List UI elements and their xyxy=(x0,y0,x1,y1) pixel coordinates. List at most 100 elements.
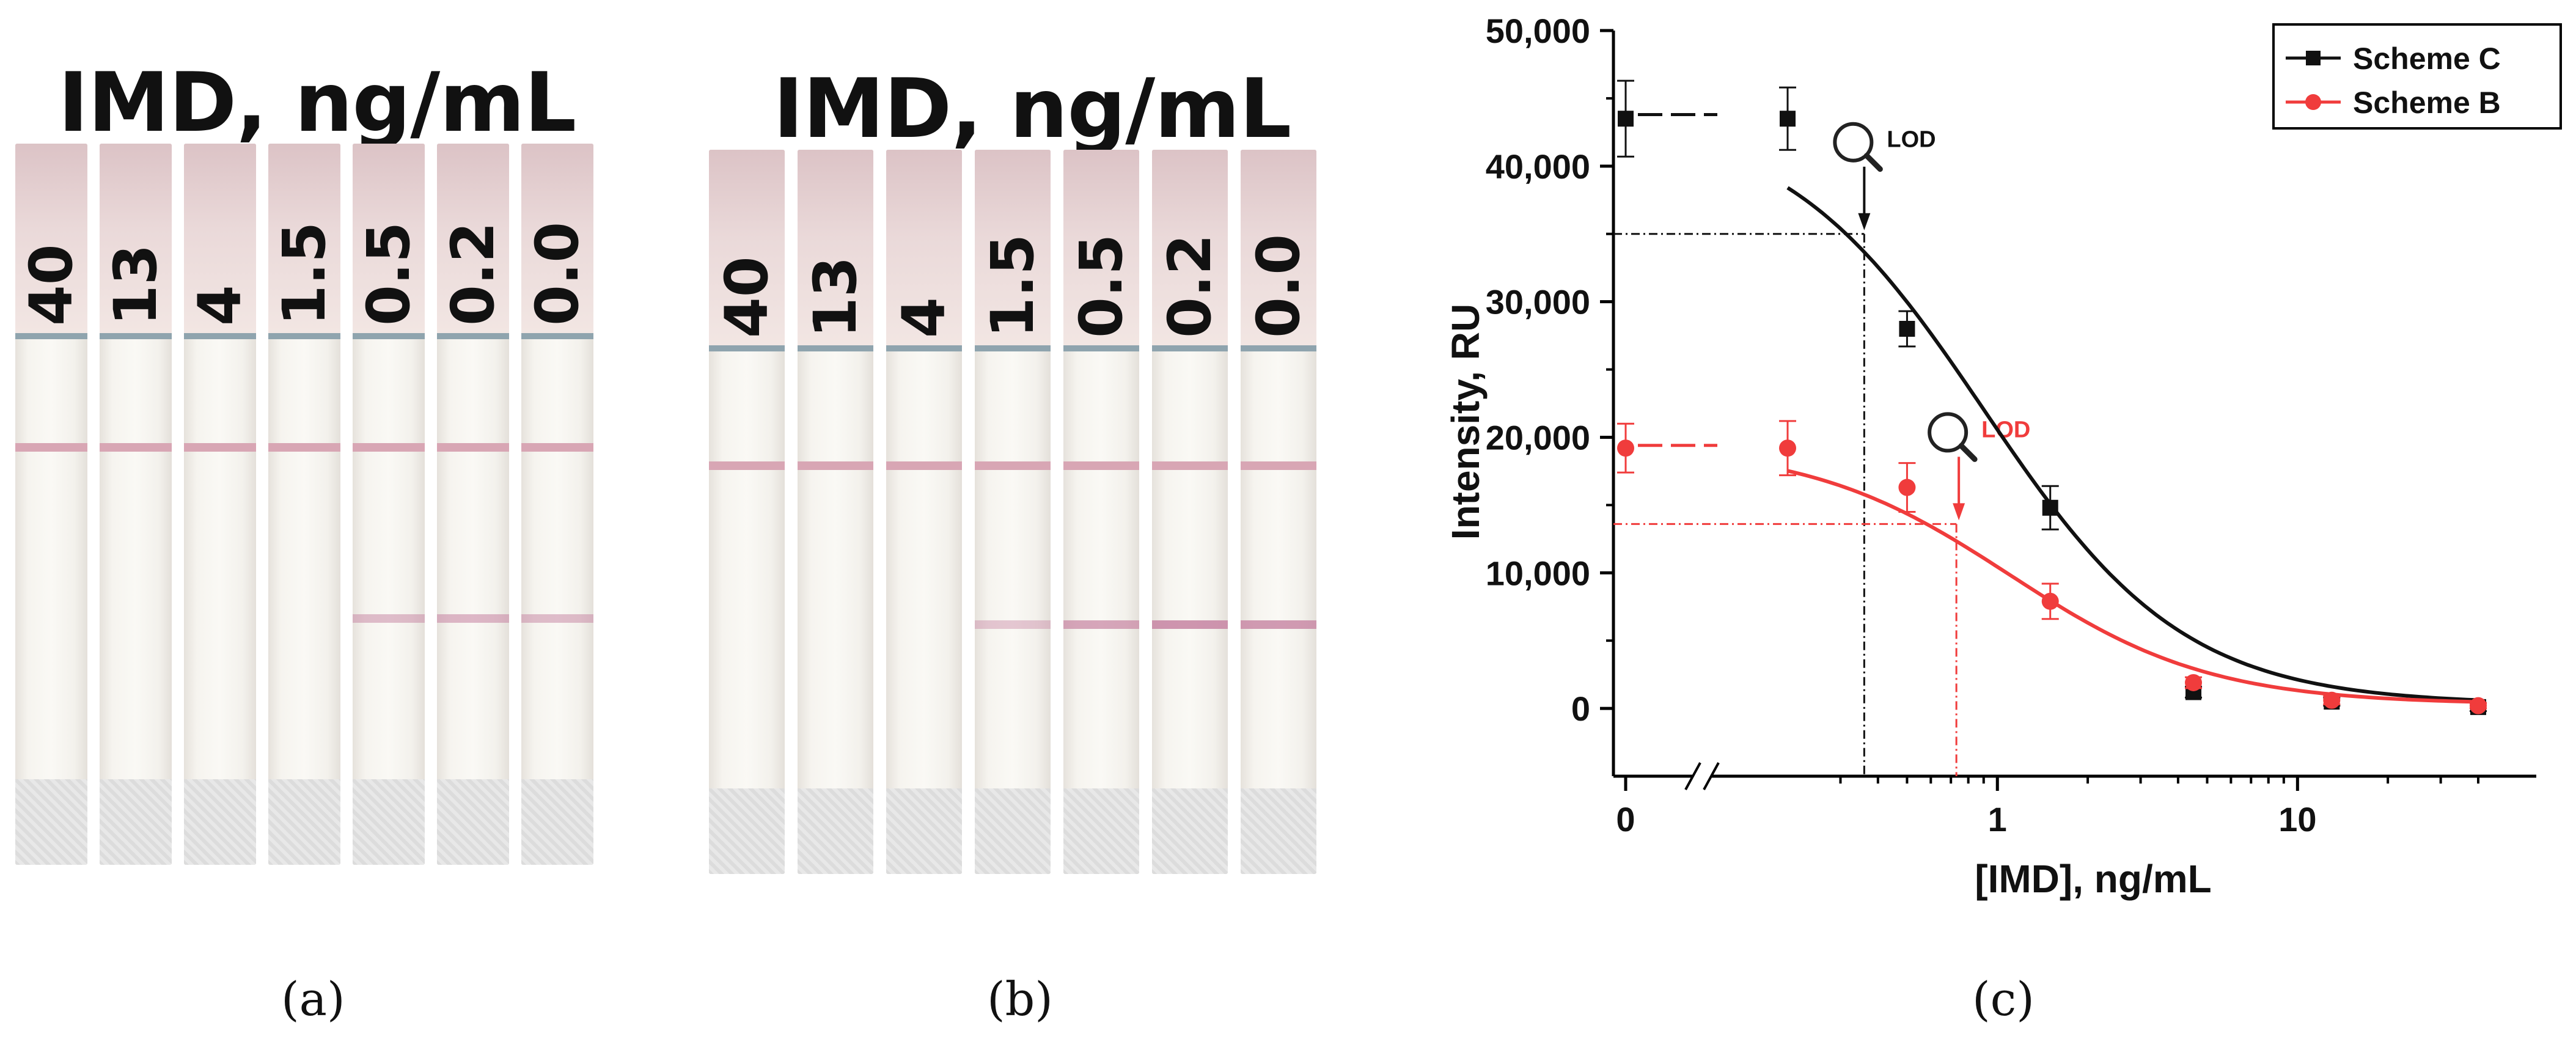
absorbent-pad xyxy=(15,779,87,865)
fit-curve-scheme-b xyxy=(1787,469,2479,704)
test-line xyxy=(975,620,1051,629)
control-line xyxy=(437,443,509,452)
x-axis-break xyxy=(1703,762,1720,790)
data-point xyxy=(2042,499,2058,516)
x-tick-label: 1 xyxy=(1988,800,2007,839)
x-tick-label: 10 xyxy=(2278,800,2316,839)
strip-concentration-label: 4 xyxy=(890,297,958,338)
strip-concentration-label: 1.5 xyxy=(978,233,1047,338)
pad-edge xyxy=(437,333,509,339)
x-tick-label: 0 xyxy=(1616,800,1635,839)
panel-a-caption: (a) xyxy=(281,972,345,1026)
data-point xyxy=(2041,592,2059,610)
sample-pad xyxy=(184,144,256,333)
data-point xyxy=(1618,111,1634,127)
control-line xyxy=(1063,461,1139,470)
absorbent-pad xyxy=(100,779,172,865)
panel-c-caption: (c) xyxy=(1972,972,2035,1026)
strip-concentration-label: 40 xyxy=(17,244,86,326)
legend-label: Scheme C xyxy=(2353,42,2501,76)
absorbent-pad xyxy=(798,788,873,874)
control-line xyxy=(521,443,593,452)
sample-pad xyxy=(709,150,785,345)
strip-concentration-label: 0.0 xyxy=(523,221,592,326)
legend-label: Scheme B xyxy=(2353,86,2501,120)
control-line xyxy=(184,443,256,452)
test-line xyxy=(353,614,425,623)
fit-curve-scheme-c xyxy=(1786,186,2479,702)
magnifier-icon xyxy=(1928,412,1978,462)
sample-pad xyxy=(975,150,1051,345)
control-line xyxy=(268,443,340,452)
legend-marker xyxy=(2306,51,2321,65)
strip-concentration-label: 0.5 xyxy=(354,221,423,326)
control-line xyxy=(15,443,87,452)
pad-edge xyxy=(1241,345,1316,351)
control-line xyxy=(353,443,425,452)
sample-pad xyxy=(521,144,593,333)
pad-edge xyxy=(184,333,256,339)
data-point xyxy=(1617,439,1634,457)
control-line xyxy=(709,461,785,470)
data-point xyxy=(2323,691,2341,709)
absorbent-pad xyxy=(437,779,509,865)
sample-pad xyxy=(1152,150,1228,345)
sample-pad xyxy=(798,150,873,345)
sample-pad xyxy=(886,150,962,345)
sample-pad xyxy=(268,144,340,333)
test-line xyxy=(437,614,509,623)
panel-a-heading: IMD, ng/mL xyxy=(58,55,576,150)
y-tick-label: 0 xyxy=(1571,689,1590,728)
absorbent-pad xyxy=(1063,788,1139,874)
pad-edge xyxy=(709,345,785,351)
test-strip: 0.2 xyxy=(437,144,509,865)
strip-concentration-label: 1.5 xyxy=(270,221,339,326)
data-point xyxy=(1899,321,1915,337)
x-axis-title: [IMD], ng/mL xyxy=(1975,857,2211,901)
pad-edge xyxy=(798,345,873,351)
sample-pad xyxy=(1241,150,1316,345)
control-line xyxy=(975,461,1051,470)
strip-concentration-label: 13 xyxy=(101,244,170,326)
test-strip: 0.2 xyxy=(1152,150,1228,874)
test-strip: 0.5 xyxy=(353,144,425,865)
y-tick-label: 20,000 xyxy=(1486,418,1590,457)
test-line xyxy=(1063,620,1139,629)
absorbent-pad xyxy=(184,779,256,865)
absorbent-pad xyxy=(521,779,593,865)
legend-marker xyxy=(2305,94,2321,110)
control-line xyxy=(1152,461,1228,470)
pad-edge xyxy=(886,345,962,351)
pad-edge xyxy=(975,345,1051,351)
sample-pad xyxy=(437,144,509,333)
test-line xyxy=(1152,620,1228,629)
x-axis-break xyxy=(1684,762,1701,790)
pad-edge xyxy=(15,333,87,339)
sample-pad xyxy=(353,144,425,333)
strip-concentration-label: 0.2 xyxy=(439,221,507,326)
absorbent-pad xyxy=(353,779,425,865)
test-strip: 0.0 xyxy=(521,144,593,865)
data-point xyxy=(1898,479,1916,496)
absorbent-pad xyxy=(1241,788,1316,874)
data-point xyxy=(1780,111,1796,127)
data-point xyxy=(1779,439,1796,457)
sample-pad xyxy=(1063,150,1139,345)
magnifier-icon xyxy=(1833,122,1883,172)
test-strip: 1.5 xyxy=(268,144,340,865)
absorbent-pad xyxy=(975,788,1051,874)
lod-arrow-head xyxy=(1953,503,1965,521)
control-line xyxy=(100,443,172,452)
test-strip: 40 xyxy=(709,150,785,874)
y-axis-title: Intensity, RU xyxy=(1444,304,1488,540)
pad-edge xyxy=(521,333,593,339)
pad-edge xyxy=(1152,345,1228,351)
lod-label: LOD xyxy=(1887,127,1936,153)
y-tick-label: 40,000 xyxy=(1486,147,1590,186)
absorbent-pad xyxy=(268,779,340,865)
y-tick-label: 10,000 xyxy=(1486,554,1590,592)
panel-b-caption: (b) xyxy=(987,972,1053,1026)
test-strip: 1.5 xyxy=(975,150,1051,874)
lod-arrow-head xyxy=(1858,213,1871,230)
pad-edge xyxy=(353,333,425,339)
